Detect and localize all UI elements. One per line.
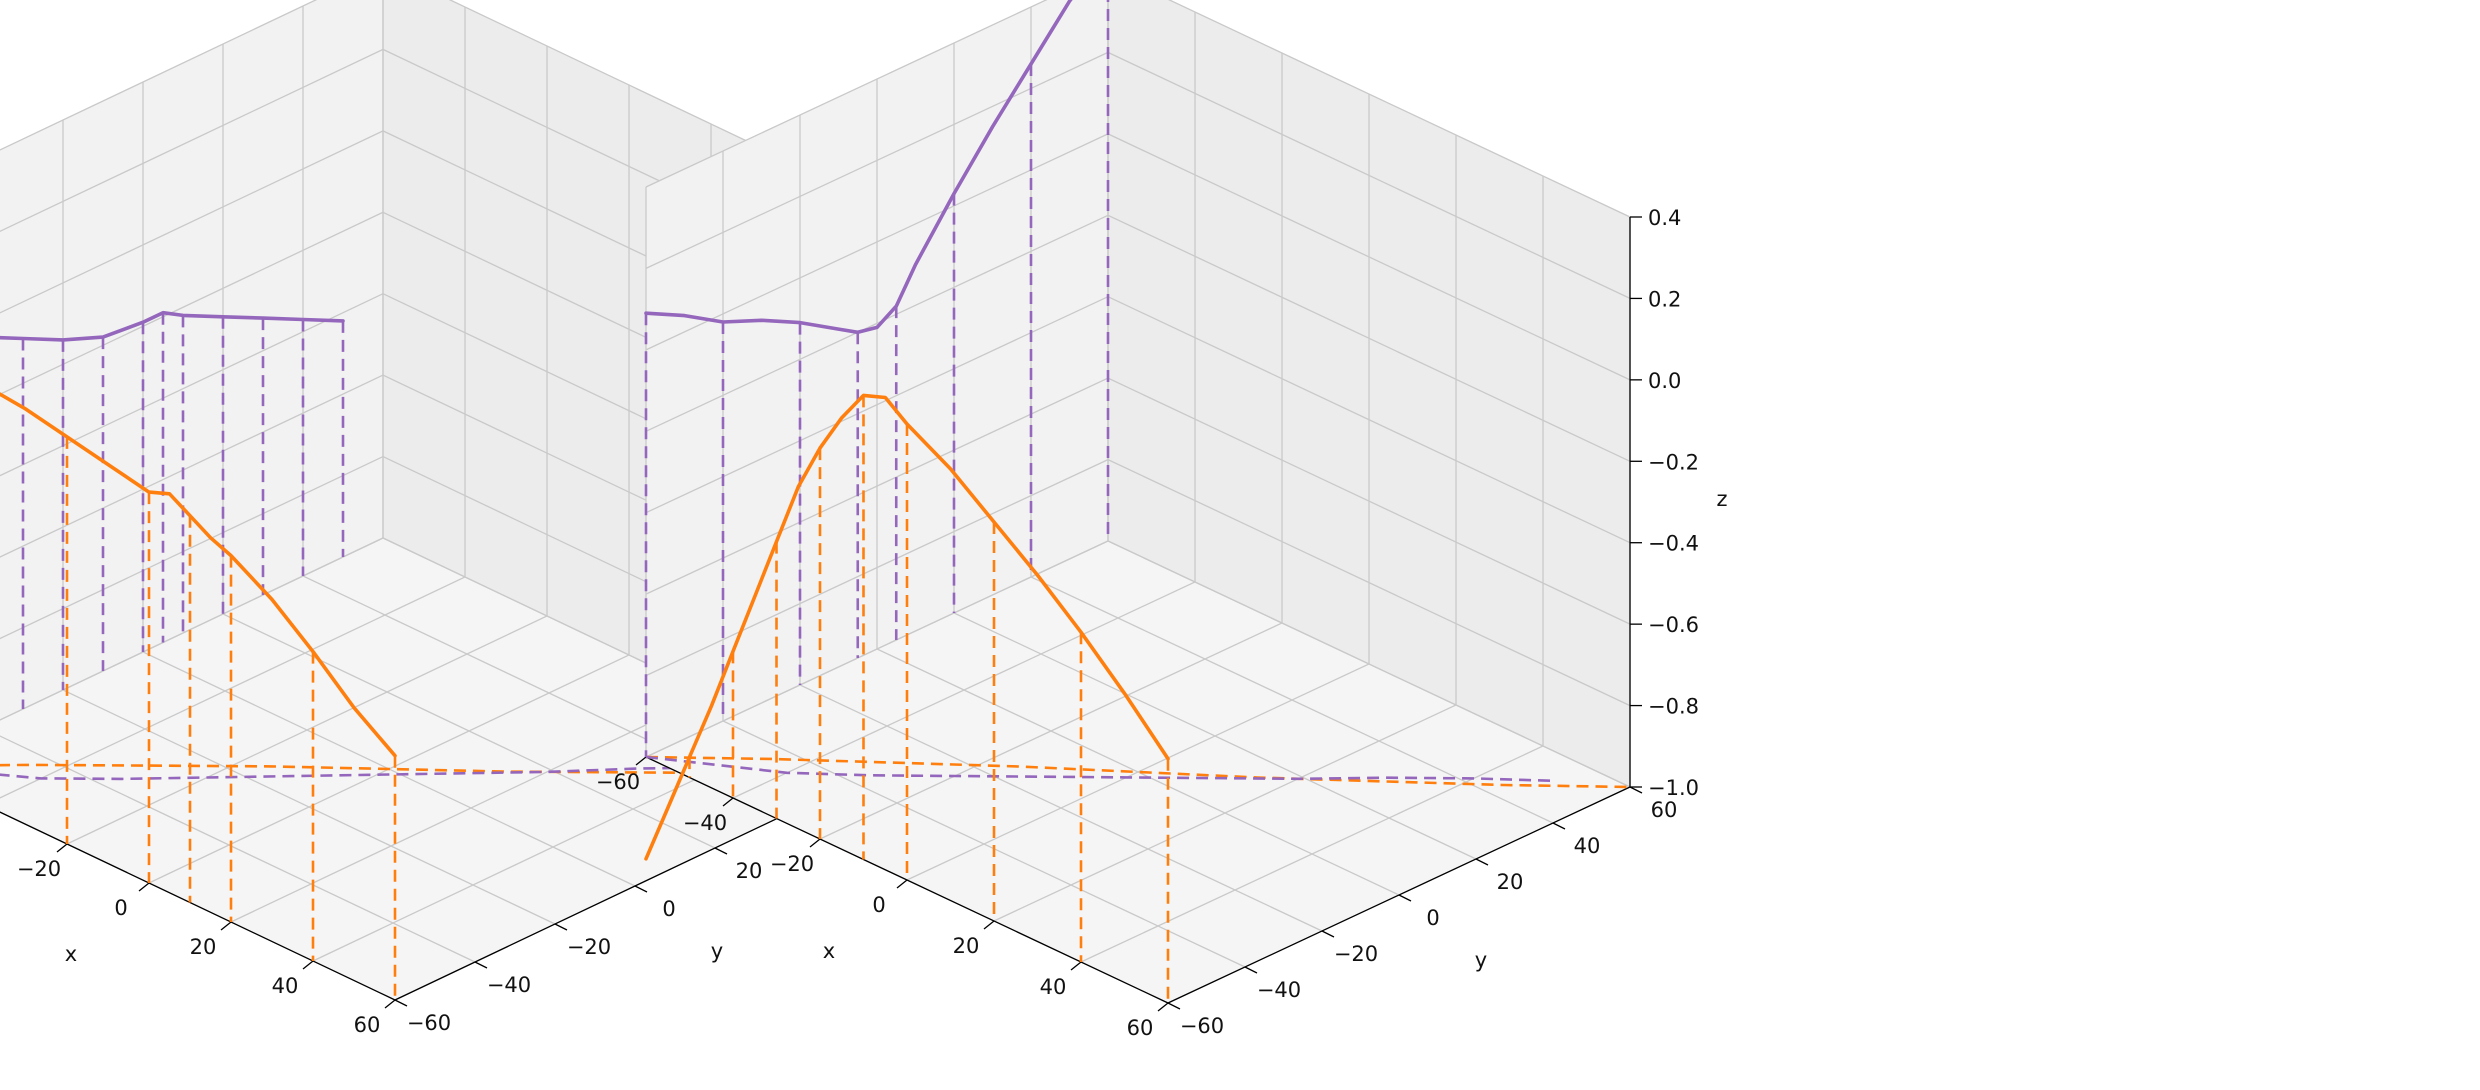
y-tick-label: −60	[1180, 1014, 1224, 1038]
z-tick-label: −0.8	[1648, 695, 1699, 719]
y-tick-label: −40	[1257, 978, 1301, 1002]
x-tick	[56, 843, 68, 853]
x-tick-label: −60	[596, 770, 640, 794]
y-tick-label: −20	[1334, 942, 1378, 966]
x-tick-label: −40	[683, 811, 727, 835]
y-axis-label: y	[1475, 948, 1487, 972]
z-tick-label: 0.2	[1648, 287, 1681, 311]
tick-labels: −60−40−200204060−60−40−200204060−1.0−0.8…	[596, 206, 1699, 1040]
grid-y	[0, 735, 476, 963]
y-tick-label: 0	[1426, 906, 1439, 930]
y-tick-label: −60	[407, 1011, 451, 1035]
z-tick-label: −0.2	[1648, 450, 1699, 474]
grid-z	[645, 0, 1631, 218]
y-tick	[1552, 822, 1566, 830]
x-tick	[896, 879, 908, 889]
y-tick-label: −40	[487, 973, 531, 997]
z-tick-label: −1.0	[1648, 776, 1699, 800]
y-tick	[1475, 858, 1489, 866]
series-2-line	[644, 0, 1073, 335]
x-tick	[138, 882, 150, 892]
x-axis-label: x	[823, 939, 835, 963]
y-tick-label: 0	[662, 897, 675, 921]
y-tick	[1321, 930, 1335, 938]
z-axis-label: z	[1716, 487, 1727, 511]
grid-z	[645, 458, 1631, 707]
series-1-line	[0, 392, 397, 758]
y-tick	[714, 847, 728, 855]
z-tick-label: 0.4	[1648, 206, 1681, 230]
y-tick	[1629, 786, 1643, 794]
y-tick-label: −20	[567, 935, 611, 959]
x-tick-label: 20	[953, 934, 980, 958]
x-tick	[1070, 961, 1082, 971]
x-tick	[302, 960, 314, 970]
y-tick	[1167, 1002, 1181, 1010]
floor-projection-2	[0, 765, 803, 781]
x-tick	[1157, 1002, 1169, 1012]
x-tick	[722, 797, 734, 807]
series-2-line	[0, 310, 345, 342]
x-tick-label: 0	[872, 893, 885, 917]
y-tick-label: 40	[1574, 834, 1601, 858]
x-tick-label: 60	[1127, 1016, 1154, 1040]
z-tick-label: −0.4	[1648, 532, 1699, 556]
x-tick	[983, 920, 995, 930]
grid-z	[645, 214, 1631, 462]
y-axis-label: y	[711, 939, 723, 963]
x-tick	[809, 838, 821, 848]
x-tick	[384, 999, 396, 1009]
x-tick-label: −20	[770, 852, 814, 876]
y-tick	[394, 999, 408, 1007]
z-tick-label: −0.6	[1648, 613, 1699, 637]
x-tick-label: −20	[17, 857, 61, 881]
x-tick-label: 60	[354, 1013, 381, 1037]
y-tick-label: 20	[1497, 870, 1524, 894]
grid-z	[0, 0, 876, 203]
x-tick	[635, 756, 647, 766]
y-tick	[1244, 966, 1258, 974]
series-1-line	[644, 393, 1170, 861]
x-tick-label: 20	[190, 935, 217, 959]
y-tick-label: 20	[736, 859, 763, 883]
y-tick	[474, 961, 488, 969]
y-tick-label: 60	[1651, 798, 1678, 822]
floor-projection-2	[645, 755, 1556, 783]
x-tick-label: 0	[114, 896, 127, 920]
y-tick	[1398, 894, 1412, 902]
x-axis-label: x	[65, 942, 77, 966]
z-tick-label: 0.0	[1648, 369, 1681, 393]
y-tick	[554, 923, 568, 931]
y-tick	[634, 885, 648, 893]
x-tick-label: 40	[272, 974, 299, 998]
x-tick-label: 40	[1040, 975, 1067, 999]
x-tick	[220, 921, 232, 931]
